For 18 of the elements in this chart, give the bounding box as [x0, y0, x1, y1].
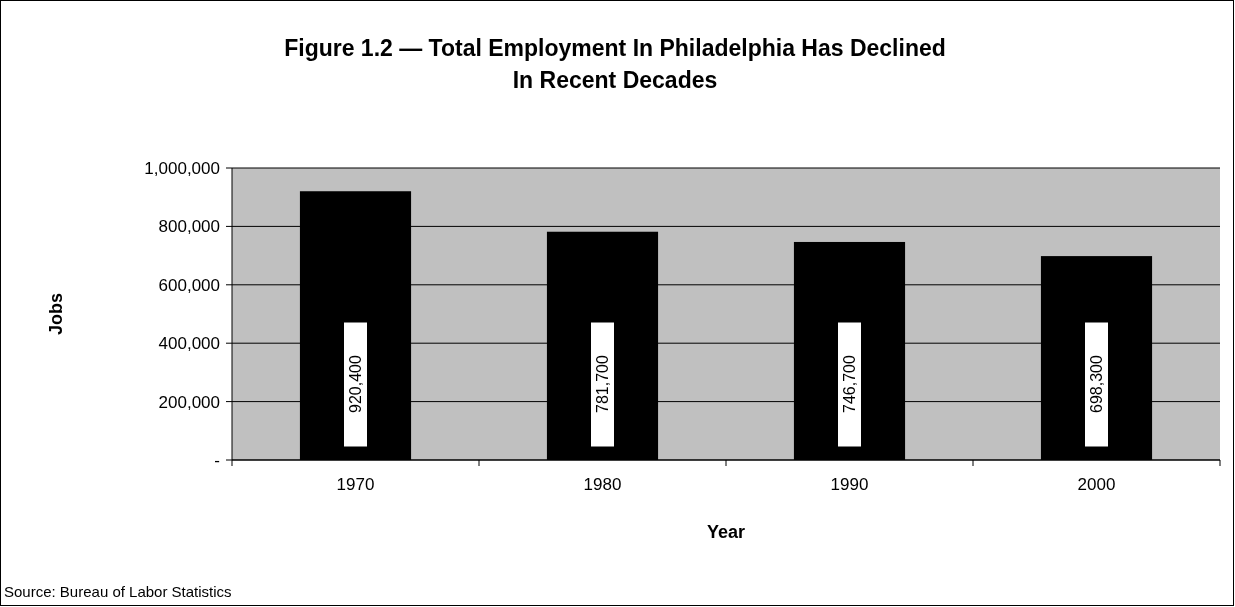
x-tick-label: 1970 [336, 475, 375, 494]
y-tick-label: 600,000 [158, 275, 220, 295]
x-tick-label: 2000 [1077, 475, 1116, 494]
chart-title: Figure 1.2 — Total Employment In Philadelphia Has Declined In Recent Decades [284, 35, 946, 93]
x-tick-label: 1980 [583, 475, 622, 494]
y-tick-label: 1,000,000 [144, 158, 220, 178]
x-axis-title: Year [706, 522, 746, 542]
y-tick-label: 200,000 [158, 392, 220, 412]
data-label: 920,400 [347, 354, 365, 413]
x-tick-label: 1990 [830, 475, 869, 494]
y-tick-label: - [214, 450, 220, 470]
y-tick-label: 400,000 [158, 334, 220, 354]
y-tick-label: 800,000 [158, 217, 220, 237]
source-note: Source: Bureau of Labor Statistics [4, 583, 232, 600]
data-label: 698,300 [1088, 354, 1106, 413]
y-axis-title: Jobs [46, 292, 66, 336]
data-label: 746,700 [841, 354, 859, 413]
data-label: 781,700 [594, 354, 612, 413]
